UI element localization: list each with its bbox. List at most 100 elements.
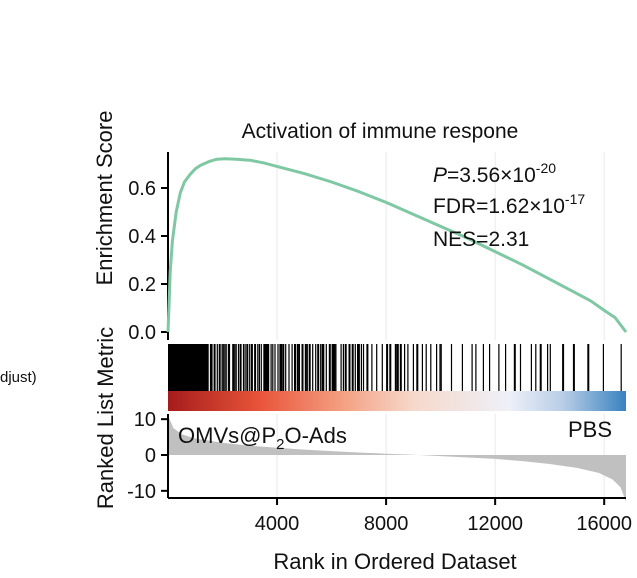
hit-bar-33 xyxy=(274,344,276,391)
hit-bar-51 xyxy=(317,344,320,391)
hit-bar-54 xyxy=(323,344,325,391)
hit-bar-22 xyxy=(250,344,253,391)
xtick-label-2: 12000 xyxy=(467,513,523,535)
hit-bar-43 xyxy=(296,344,299,391)
hit-bar-60 xyxy=(340,344,342,391)
enrichment-y-label: Enrichment Score xyxy=(92,111,117,286)
hit-bar-37 xyxy=(282,344,285,391)
xtick-label-0: 4000 xyxy=(255,513,300,535)
hit-bar-47 xyxy=(306,344,308,391)
hit-bar-21 xyxy=(249,344,251,391)
hit-bar-34 xyxy=(277,344,279,391)
hit-bar-12 xyxy=(228,344,231,391)
hit-bar-38 xyxy=(285,344,287,391)
rm-ytick-label-1: 0 xyxy=(145,445,156,467)
hit-bar-31 xyxy=(270,344,272,391)
hit-bar-11 xyxy=(227,344,230,391)
enrichment-y-ticks: 0.0 0.2 0.4 0.6 xyxy=(128,178,168,344)
hit-bar-84 xyxy=(425,344,427,391)
ranked-metric-y-label: Ranked List Metric xyxy=(93,327,118,509)
hit-bar-102 xyxy=(547,344,549,391)
hit-bar-52 xyxy=(320,344,322,391)
es-ytick-label-0: 0.0 xyxy=(128,322,156,344)
group-left-label: OMVs@P2O-Ads xyxy=(178,423,347,453)
hit-bar-71 xyxy=(371,344,373,391)
hit-bar-6 xyxy=(218,344,221,391)
hit-bar-106 xyxy=(587,344,590,391)
hit-bar-69 xyxy=(362,344,365,391)
hit-bar-1 xyxy=(207,344,209,391)
hit-bar-97 xyxy=(513,344,516,391)
hit-bar-75 xyxy=(389,344,392,391)
hit-bar-104 xyxy=(562,344,565,391)
hit-bar-7 xyxy=(221,344,223,391)
hit-bar-62 xyxy=(344,344,347,391)
xtick-label-3: 16000 xyxy=(576,513,632,535)
hit-bar-73 xyxy=(381,344,383,391)
hit-bar-3 xyxy=(211,344,213,391)
hit-bar-77 xyxy=(396,344,399,391)
hit-bar-18 xyxy=(242,344,245,391)
fdr-value: FDR=1.62×10-17 xyxy=(433,191,585,218)
hit-bar-70 xyxy=(366,344,369,391)
x-ticks: 4000 8000 12000 16000 xyxy=(255,498,632,535)
hit-bar-93 xyxy=(482,344,484,391)
hit-bar-44 xyxy=(298,344,300,391)
hit-bar-16 xyxy=(237,344,240,391)
gene-hit-bars xyxy=(168,344,622,391)
hit-bar-10 xyxy=(225,344,227,391)
hit-bar-8 xyxy=(222,344,224,391)
hit-bar-13 xyxy=(232,344,235,391)
rm-ytick-label-2: -10 xyxy=(127,481,156,503)
hit-bar-29 xyxy=(266,344,268,391)
hit-bar-66 xyxy=(357,344,359,391)
hit-bar-91 xyxy=(471,344,473,391)
hit-bar-105 xyxy=(572,344,575,391)
hit-bar-42 xyxy=(295,344,297,391)
hit-bar-27 xyxy=(263,344,266,391)
hit-bar-24 xyxy=(257,344,259,391)
hit-bar-103 xyxy=(549,344,551,391)
hit-bar-81 xyxy=(412,344,414,391)
es-ytick-label-3: 0.6 xyxy=(128,178,156,200)
hit-bar-79 xyxy=(404,344,406,391)
xtick-label-1: 8000 xyxy=(364,513,409,535)
hit-bar-50 xyxy=(315,344,317,391)
hit-bar-63 xyxy=(348,344,351,391)
rm-ytick-label-0: 10 xyxy=(134,409,156,431)
hit-bar-19 xyxy=(244,344,246,391)
hit-bar-94 xyxy=(489,344,491,391)
hit-bar-4 xyxy=(213,344,216,391)
hit-bar-25 xyxy=(258,344,260,391)
hit-bar-83 xyxy=(421,344,423,391)
es-ytick-label-2: 0.4 xyxy=(128,226,156,248)
hit-bar-64 xyxy=(351,344,354,391)
hit-bar-89 xyxy=(450,344,453,391)
hit-bar-55 xyxy=(325,344,327,391)
hit-bar-49 xyxy=(312,344,314,391)
hit-bar-82 xyxy=(416,344,419,391)
enrichment-panel: 0.0 0.2 0.4 0.6 Enrichment Score xyxy=(92,111,628,344)
hit-bar-59 xyxy=(335,344,337,391)
chart-title: Activation of immune respone xyxy=(242,120,519,143)
ranked-heat-band xyxy=(168,391,626,411)
hit-bar-78 xyxy=(399,344,402,391)
hit-block-0 xyxy=(168,344,208,391)
hit-bar-46 xyxy=(304,344,307,391)
hit-bar-36 xyxy=(281,344,283,391)
hit-bar-107 xyxy=(602,344,604,391)
hit-bar-88 xyxy=(440,344,442,391)
hit-bar-100 xyxy=(535,344,537,391)
hit-bar-85 xyxy=(430,344,432,391)
hit-bar-41 xyxy=(294,344,296,391)
hit-bar-68 xyxy=(360,344,362,391)
hit-bar-96 xyxy=(505,344,507,391)
hit-bar-57 xyxy=(331,344,334,391)
hit-bar-58 xyxy=(333,344,336,391)
hit-bar-23 xyxy=(254,344,257,391)
nes-value: NES=2.31 xyxy=(433,228,529,251)
es-ytick-label-1: 0.2 xyxy=(128,274,156,296)
statistics: P=3.56×10-20 FDR=1.62×10-17 NES=2.31 xyxy=(433,160,585,251)
hit-bar-5 xyxy=(216,344,218,391)
